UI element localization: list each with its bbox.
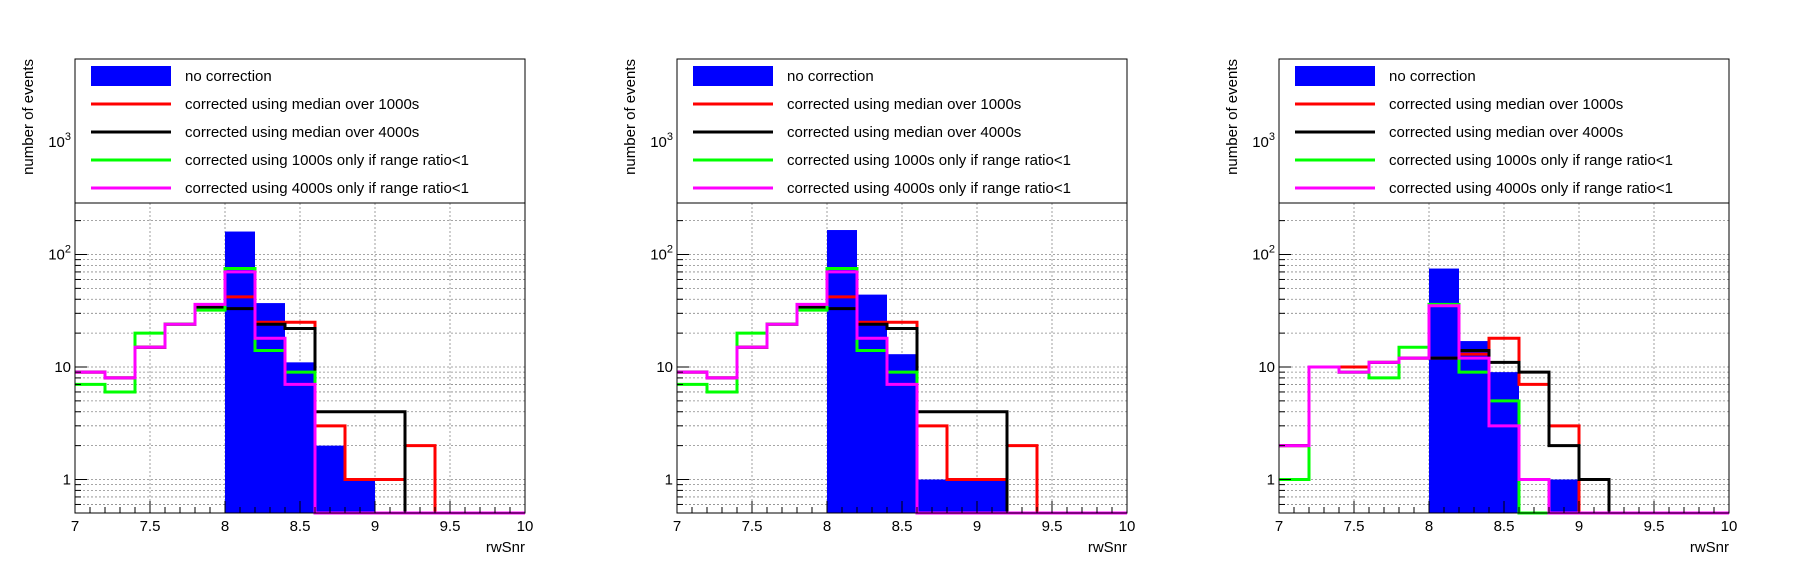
y-tick-label: 10 xyxy=(656,359,673,376)
chart-panel-1: 7 7.5 8 8.5 9 9.5 10 rwSnr 1 10 102 103 number of ev… xyxy=(20,58,534,556)
x-tick-label: 7 xyxy=(1275,518,1283,535)
x-tick-label: 8 xyxy=(823,518,831,535)
x-tick-label: 9 xyxy=(1575,518,1583,535)
x-tick-label: 9 xyxy=(371,518,379,535)
chart-panel-3: 7 7.5 8 8.5 9 9.5 10 rwSnr 1 10 102 103 number of ev… xyxy=(1224,58,1738,556)
x-axis-label: rwSnr xyxy=(1088,539,1127,556)
legend-entry-label: corrected using 1000s only if range rati… xyxy=(787,152,1071,169)
x-tick-label: 8 xyxy=(1425,518,1433,535)
y-tick-label: 102 xyxy=(1252,244,1275,264)
legend-entry-label: corrected using median over 1000s xyxy=(185,96,419,113)
y-tick-label: 1 xyxy=(63,472,71,489)
histogram-bar xyxy=(1459,341,1489,513)
x-tick-label: 9.5 xyxy=(1644,518,1665,535)
histogram-bar xyxy=(255,303,285,513)
legend-entry-label: corrected using 4000s only if range rati… xyxy=(1389,180,1673,197)
x-tick-label: 9.5 xyxy=(440,518,461,535)
y-axis-label: number of events xyxy=(1224,59,1241,175)
x-tick-label: 7.5 xyxy=(140,518,161,535)
y-tick-label: 102 xyxy=(650,244,673,264)
x-tick-label: 7 xyxy=(673,518,681,535)
legend-swatch xyxy=(1295,66,1375,86)
histogram-bar xyxy=(285,362,315,513)
y-tick-label: 10 xyxy=(54,359,71,376)
x-tick-label: 7 xyxy=(71,518,79,535)
legend-entry-label: no correction xyxy=(185,68,272,85)
x-tick-label: 8.5 xyxy=(892,518,913,535)
histogram-bar xyxy=(1489,372,1519,513)
x-tick-label: 8.5 xyxy=(1494,518,1515,535)
histogram-bar xyxy=(225,231,255,513)
legend-entry-label: corrected using median over 4000s xyxy=(787,124,1021,141)
x-tick-label: 10 xyxy=(517,518,534,535)
y-tick-label: 1 xyxy=(1267,472,1275,489)
histogram-bar xyxy=(315,445,345,513)
legend-entry-label: corrected using 1000s only if range rati… xyxy=(1389,152,1673,169)
legend-swatch xyxy=(693,66,773,86)
x-tick-label: 7.5 xyxy=(1344,518,1365,535)
legend-entry-label: corrected using median over 4000s xyxy=(185,124,419,141)
histogram-bar xyxy=(887,354,917,513)
x-tick-label: 8.5 xyxy=(290,518,311,535)
legend: no correction corrected using median over… xyxy=(1295,66,1673,197)
x-tick-label: 9.5 xyxy=(1042,518,1063,535)
legend: no correction corrected using median over… xyxy=(91,66,469,197)
histogram-bar xyxy=(827,230,857,513)
chart-panel-2: 7 7.5 8 8.5 9 9.5 10 rwSnr 1 10 102 103 number of ev… xyxy=(622,58,1136,556)
y-axis-label: number of events xyxy=(622,59,639,175)
x-tick-label: 10 xyxy=(1721,518,1738,535)
y-tick-label: 1 xyxy=(665,472,673,489)
legend-entry-label: corrected using 4000s only if range rati… xyxy=(185,180,469,197)
legend-entry-label: corrected using 4000s only if range rati… xyxy=(787,180,1071,197)
legend: no correction corrected using median over… xyxy=(693,66,1071,197)
legend-entry-label: no correction xyxy=(787,68,874,85)
x-axis-label: rwSnr xyxy=(486,539,525,556)
y-axis-label: number of events xyxy=(20,59,37,175)
legend-entry-label: corrected using median over 4000s xyxy=(1389,124,1623,141)
legend-entry-label: corrected using median over 1000s xyxy=(787,96,1021,113)
y-tick-label: 103 xyxy=(650,131,673,151)
histogram-bar xyxy=(1429,268,1459,513)
x-tick-label: 9 xyxy=(973,518,981,535)
legend-entry-label: no correction xyxy=(1389,68,1476,85)
y-tick-label: 10 xyxy=(1258,359,1275,376)
legend-entry-label: corrected using 1000s only if range rati… xyxy=(185,152,469,169)
legend-entry-label: corrected using median over 1000s xyxy=(1389,96,1623,113)
histogram-bar xyxy=(857,294,887,513)
x-tick-label: 8 xyxy=(221,518,229,535)
y-tick-label: 102 xyxy=(48,244,71,264)
x-tick-label: 10 xyxy=(1119,518,1136,535)
y-tick-label: 103 xyxy=(48,131,71,151)
x-tick-label: 7.5 xyxy=(742,518,763,535)
x-axis-label: rwSnr xyxy=(1690,539,1729,556)
legend-swatch xyxy=(91,66,171,86)
y-tick-label: 103 xyxy=(1252,131,1275,151)
